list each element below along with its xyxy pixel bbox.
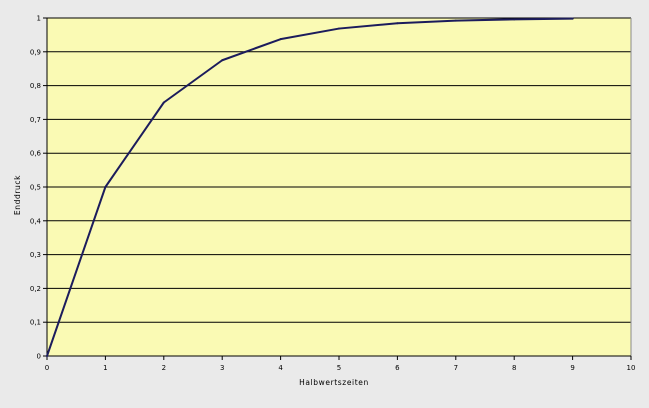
x-tick-label-2: 2 — [162, 364, 166, 372]
y-tick-label-5: 0,5 — [30, 184, 41, 192]
data-point-0-1 — [104, 186, 107, 188]
x-tick-label-10: 10 — [627, 364, 636, 372]
y-axis-title: Enddruck — [13, 175, 22, 215]
y-tick-label-8: 0,8 — [30, 82, 41, 90]
x-tick-label-5: 5 — [337, 364, 341, 372]
data-point-0-6 — [396, 22, 399, 25]
x-tick-label-3: 3 — [220, 364, 224, 372]
x-tick-label-1: 1 — [103, 364, 107, 372]
data-point-0-0 — [46, 355, 48, 357]
x-tick-label-9: 9 — [570, 364, 574, 372]
y-tick-label-6: 0,6 — [30, 150, 42, 158]
x-axis-title: Halbwertszeiten — [299, 378, 369, 387]
y-tick-label-9: 0,9 — [30, 48, 41, 56]
data-point-0-8 — [513, 18, 516, 21]
data-point-0-2 — [162, 101, 165, 104]
data-point-0-5 — [338, 27, 340, 30]
y-tick-label-10: 1 — [37, 15, 41, 23]
tick-labels: 00,10,20,30,40,50,60,70,80,910 1 2 3 4 5 6 7 8 9 1… — [30, 15, 636, 373]
x-tick-label-8: 8 — [512, 364, 516, 372]
x-tick-label-6: 6 — [395, 364, 400, 372]
y-tick-label-1: 0,1 — [30, 319, 41, 327]
x-tick-label-4: 4 — [278, 364, 283, 372]
y-tick-label-7: 0,7 — [30, 116, 41, 124]
x-tick-label-0: 0 — [45, 364, 49, 372]
data-point-0-3 — [221, 59, 224, 62]
x-tick-label-7: 7 — [454, 364, 458, 372]
axes — [43, 17, 632, 360]
data-point-0-9 — [571, 17, 574, 20]
y-tick-label-0: 0 — [37, 353, 41, 361]
y-tick-label-4: 0,4 — [30, 217, 42, 225]
data-point-0-4 — [279, 38, 282, 41]
series-line-0 — [46, 17, 574, 357]
series-layer — [46, 17, 574, 357]
data-point-0-7 — [454, 19, 457, 22]
y-tick-label-2: 0,2 — [30, 285, 41, 293]
gridlines — [47, 17, 631, 323]
y-tick-label-3: 0,3 — [30, 251, 41, 259]
